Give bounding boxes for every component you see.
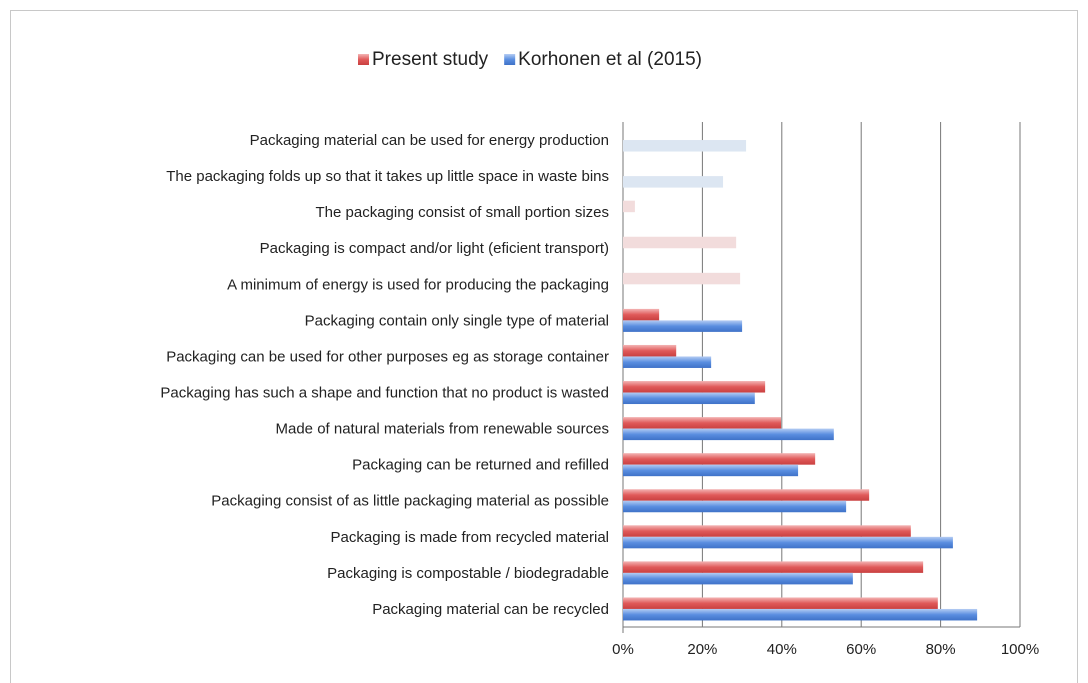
y-tick-label: Packaging can be returned and refilled — [352, 457, 609, 474]
bar — [623, 356, 712, 368]
y-tick-label: Packaging is compostable / biodegradable — [327, 565, 609, 582]
y-tick-label: The packaging folds up so that it takes … — [166, 168, 609, 185]
bar — [623, 320, 743, 332]
y-tick-label: Packaging is made from recycled material — [331, 529, 609, 546]
bar — [623, 561, 924, 573]
bar — [623, 536, 953, 549]
y-tick-label: Packaging material can be used for energ… — [250, 132, 609, 149]
bar — [623, 344, 677, 357]
bar — [623, 572, 853, 585]
y-tick-label: Made of natural materials from renewable… — [276, 421, 610, 438]
x-tick-label: 100% — [1001, 641, 1039, 658]
bar — [623, 428, 834, 441]
bar — [623, 236, 737, 249]
bar — [623, 525, 911, 537]
bar — [623, 272, 741, 285]
legend-swatch — [358, 54, 369, 65]
y-tick-label: Packaging has such a shape and function … — [160, 385, 609, 402]
bar — [623, 417, 782, 429]
y-tick-label: The packaging consist of small portion s… — [316, 204, 609, 221]
legend-label: Korhonen et al (2015) — [518, 49, 702, 70]
bar — [623, 608, 978, 621]
bar — [623, 464, 799, 477]
y-tick-label: Packaging can be used for other purposes… — [166, 348, 609, 365]
y-tick-label: A minimum of energy is used for producin… — [227, 276, 609, 293]
bar — [623, 308, 660, 321]
bar — [623, 140, 747, 152]
legend-label: Present study — [372, 49, 489, 70]
frame — [10, 10, 1078, 683]
y-tick-label: Packaging contain only single type of ma… — [305, 312, 609, 329]
x-tick-label: 80% — [926, 641, 956, 658]
bar — [623, 489, 870, 501]
bar — [623, 392, 755, 405]
y-tick-label: Packaging consist of as little packaging… — [211, 493, 609, 510]
bar — [623, 500, 847, 513]
x-tick-label: 40% — [767, 641, 797, 658]
y-tick-label: Packaging material can be recycled — [372, 601, 609, 618]
y-tick-label: Packaging is compact and/or light (efici… — [260, 240, 609, 257]
bar — [623, 176, 724, 188]
x-tick-label: 60% — [846, 641, 876, 658]
legend-swatch — [504, 54, 516, 65]
bar — [623, 381, 766, 393]
bar — [623, 200, 635, 213]
x-tick-label: 20% — [687, 641, 717, 658]
x-tick-label: 0% — [612, 641, 634, 658]
bar — [623, 597, 938, 609]
bar — [623, 453, 816, 465]
